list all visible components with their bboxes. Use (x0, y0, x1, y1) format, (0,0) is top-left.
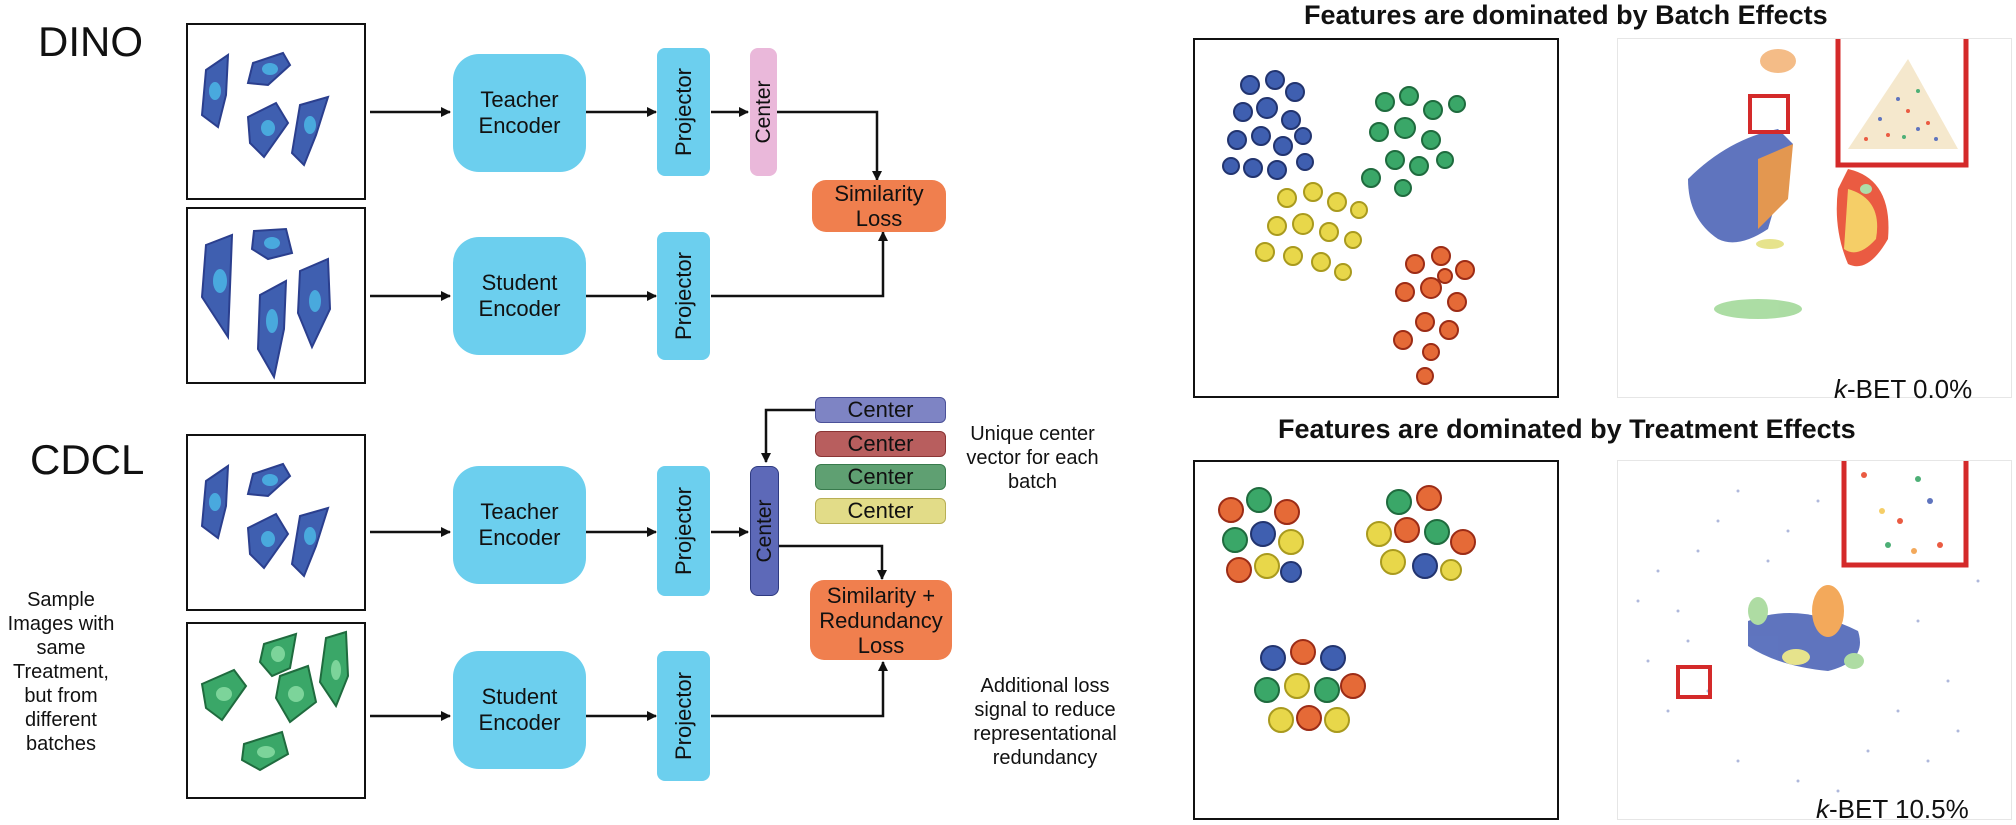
arrow-batch-centers-to-center (761, 408, 815, 463)
dino-teacher-projector: Projector (657, 48, 710, 176)
dino-center: Center (750, 48, 777, 176)
treatment-kbet-score: k-BET 10.5% (1816, 794, 1969, 825)
batch-kbet-score: k-BET 0.0% (1834, 374, 1972, 405)
loss-note: Additional loss signal to reduce represe… (973, 675, 1117, 769)
arrow-dino-center-to-loss (777, 110, 882, 181)
arrow-cdcl-proj-to-loss (711, 661, 888, 718)
cdcl-teacher-cell-image (186, 434, 366, 611)
kbet-k: k (1816, 794, 1829, 824)
cdcl-similarity-redundancy-loss: Similarity + Redundancy Loss (810, 580, 952, 660)
kbet-value: -BET 0.0% (1847, 374, 1973, 404)
projector-label: Projector (670, 67, 696, 157)
center-label: Center (751, 80, 775, 144)
batch-center-3: Center (815, 464, 946, 490)
arrow-cdcl-center-to-loss (779, 544, 887, 580)
cdcl-student-cell-image (186, 622, 366, 799)
cdcl-student-projector: Projector (657, 651, 710, 781)
projector-label: Projector (670, 251, 696, 341)
dino-student-encoder: Student Encoder (453, 237, 586, 355)
dino-teacher-encoder: Teacher Encoder (453, 54, 586, 172)
batch-umap-plot (1617, 32, 2012, 398)
dino-teacher-cell-image (186, 23, 366, 200)
projector-label: Projector (670, 671, 696, 761)
treatment-cluster-illustration (1193, 460, 1559, 820)
dino-similarity-loss: Similarity Loss (812, 180, 946, 232)
dino-title: DINO (38, 18, 143, 65)
dino-student-cell-image (186, 207, 366, 384)
cdcl-student-encoder: Student Encoder (453, 651, 586, 769)
cdcl-center: Center (750, 466, 779, 596)
cdcl-sample-note: Sample Images with same Treatment, but f… (7, 589, 115, 755)
treatment-effects-title: Features are dominated by Treatment Effe… (1278, 414, 1856, 444)
cdcl-teacher-projector: Projector (657, 466, 710, 596)
batch-center-1: Center (815, 397, 946, 423)
batch-center-4: Center (815, 498, 946, 524)
treatment-umap-plot (1617, 454, 2012, 820)
cdcl-title: CDCL (30, 436, 145, 483)
arrow-dino-proj-to-loss (711, 231, 888, 298)
batch-effects-title: Features are dominated by Batch Effects (1304, 0, 1828, 30)
center-label: Center (752, 499, 776, 563)
batch-cluster-illustration (1193, 38, 1559, 398)
dino-student-projector: Projector (657, 232, 710, 360)
kbet-value: -BET 10.5% (1829, 794, 1969, 824)
batch-center-2: Center (815, 431, 946, 457)
cdcl-teacher-encoder: Teacher Encoder (453, 466, 586, 584)
batch-center-note: Unique center vector for each batch (966, 423, 1099, 493)
projector-label: Projector (670, 486, 696, 576)
kbet-k: k (1834, 374, 1847, 404)
